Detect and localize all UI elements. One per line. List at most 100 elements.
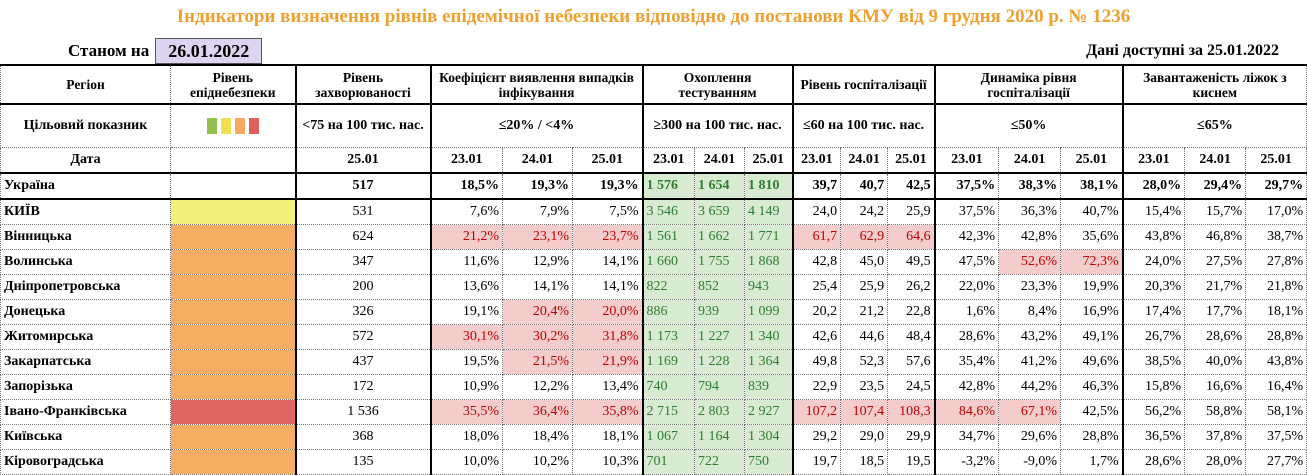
empty-cell (170, 147, 296, 174)
value: 1 228 (694, 349, 746, 375)
value: 28,0% (1121, 172, 1186, 200)
value: 7,6% (429, 198, 503, 225)
region-row: Житомирська 572 30,1% 30,2% 31,8% 1 173 1 227 1… (0, 324, 1307, 350)
region-row: КИЇВ 531 7,6% 7,9% 7,5% 3 546 3 659 4 149 24,0 24… (0, 198, 1307, 225)
value: 1 660 (641, 249, 696, 275)
value: 7,9% (502, 198, 573, 225)
value: 26,2 (887, 274, 936, 300)
value: 1 771 (744, 224, 794, 250)
value: 37,8% (1184, 424, 1247, 450)
value: 25,4 (791, 274, 842, 300)
date: 25.01 (294, 147, 431, 174)
value: 52,3 (840, 349, 889, 375)
value: 347 (294, 249, 431, 275)
value: 29,7% (1245, 172, 1307, 200)
value: 19,5% (429, 349, 503, 375)
value: 46,3% (1060, 374, 1124, 400)
indicator-table: Регіон Рівень епіднебезпеки Рівень захворю… (0, 64, 1307, 475)
value: 49,5 (887, 249, 936, 275)
value: 40,7 (840, 172, 889, 200)
level (170, 249, 296, 275)
level (170, 224, 296, 250)
value: 437 (294, 349, 431, 375)
value: 42,5 (887, 172, 936, 200)
data-date: 25.01.2022 (1207, 42, 1279, 59)
value: 14,1% (502, 274, 573, 300)
region: Закарпатська (0, 349, 171, 375)
date: 25.01 (744, 147, 794, 174)
date: 23.01 (933, 147, 1000, 174)
level (170, 198, 296, 225)
value: 20,4% (502, 299, 573, 325)
date: 24.01 (694, 147, 746, 174)
value: 17,4% (1121, 299, 1186, 325)
value: 25,9 (840, 274, 889, 300)
region: Житомирська (0, 324, 171, 350)
value: 24,2 (840, 198, 889, 225)
value: 72,3% (1060, 249, 1124, 275)
region: Дніпропетровська (0, 274, 171, 300)
value: 19,1% (429, 299, 503, 325)
value: 22,0% (933, 274, 1000, 300)
value: 42,6 (791, 324, 842, 350)
value: 29,4% (1184, 172, 1247, 200)
value: 31,8% (571, 324, 644, 350)
value: 2 927 (744, 399, 794, 425)
value: 35,8% (571, 399, 644, 425)
value: 62,9 (840, 224, 889, 250)
level (170, 274, 296, 300)
value: 7,5% (571, 198, 644, 225)
value: 107,2 (791, 399, 842, 425)
value: 1 561 (641, 224, 696, 250)
level-swatch (206, 117, 217, 134)
value: 1 099 (744, 299, 794, 325)
value: 1 536 (294, 399, 431, 425)
column-header: Коефіцієнт виявлення випадків інфікуванн… (429, 64, 644, 105)
value: 1,6% (933, 299, 1000, 325)
value: 16,6% (1184, 374, 1247, 400)
value: 20,0% (571, 299, 644, 325)
value: 1 164 (694, 424, 746, 450)
value: 38,7% (1245, 224, 1307, 250)
value: 1 654 (694, 172, 746, 200)
value: 24,5 (887, 374, 936, 400)
date: 23.01 (641, 147, 696, 174)
value: 1 810 (744, 172, 794, 200)
value: 17,7% (1184, 299, 1247, 325)
value: 18,5% (429, 172, 503, 200)
value: 35,4% (933, 349, 1000, 375)
value: 43,8% (1121, 224, 1186, 250)
value: 23,7% (571, 224, 644, 250)
value: 18,4% (502, 424, 573, 450)
value: 839 (744, 374, 794, 400)
value: 1 868 (744, 249, 794, 275)
region: Волинська (0, 249, 171, 275)
region-row: Волинська 347 11,6% 12,9% 14,1% 1 660 1 755 1 8… (0, 249, 1307, 275)
value: 13,4% (571, 374, 644, 400)
value: 1 169 (641, 349, 696, 375)
value: 368 (294, 424, 431, 450)
value: 35,6% (1060, 224, 1124, 250)
value: 35,5% (429, 399, 503, 425)
region: Запорізька (0, 374, 171, 400)
value: 37,5% (933, 172, 1000, 200)
date: 25.01 (1245, 147, 1307, 174)
value: 36,3% (998, 198, 1062, 225)
date: 24.01 (840, 147, 889, 174)
value: 28,6% (933, 324, 1000, 350)
column-header: Рівень епіднебезпеки (170, 64, 296, 105)
value: 29,9 (887, 424, 936, 450)
region: Вінницька (0, 224, 171, 250)
target-value: ≤50% (933, 103, 1124, 148)
value: 4 149 (744, 198, 794, 225)
value: 61,7 (791, 224, 842, 250)
value: 40,0% (1184, 349, 1247, 375)
value: 23,5 (840, 374, 889, 400)
value: 886 (641, 299, 696, 325)
value: 25,9 (887, 198, 936, 225)
region: Київська (0, 424, 171, 450)
value: 36,4% (502, 399, 573, 425)
date: 24.01 (998, 147, 1062, 174)
value: 34,7% (933, 424, 1000, 450)
value: 20,2 (791, 299, 842, 325)
